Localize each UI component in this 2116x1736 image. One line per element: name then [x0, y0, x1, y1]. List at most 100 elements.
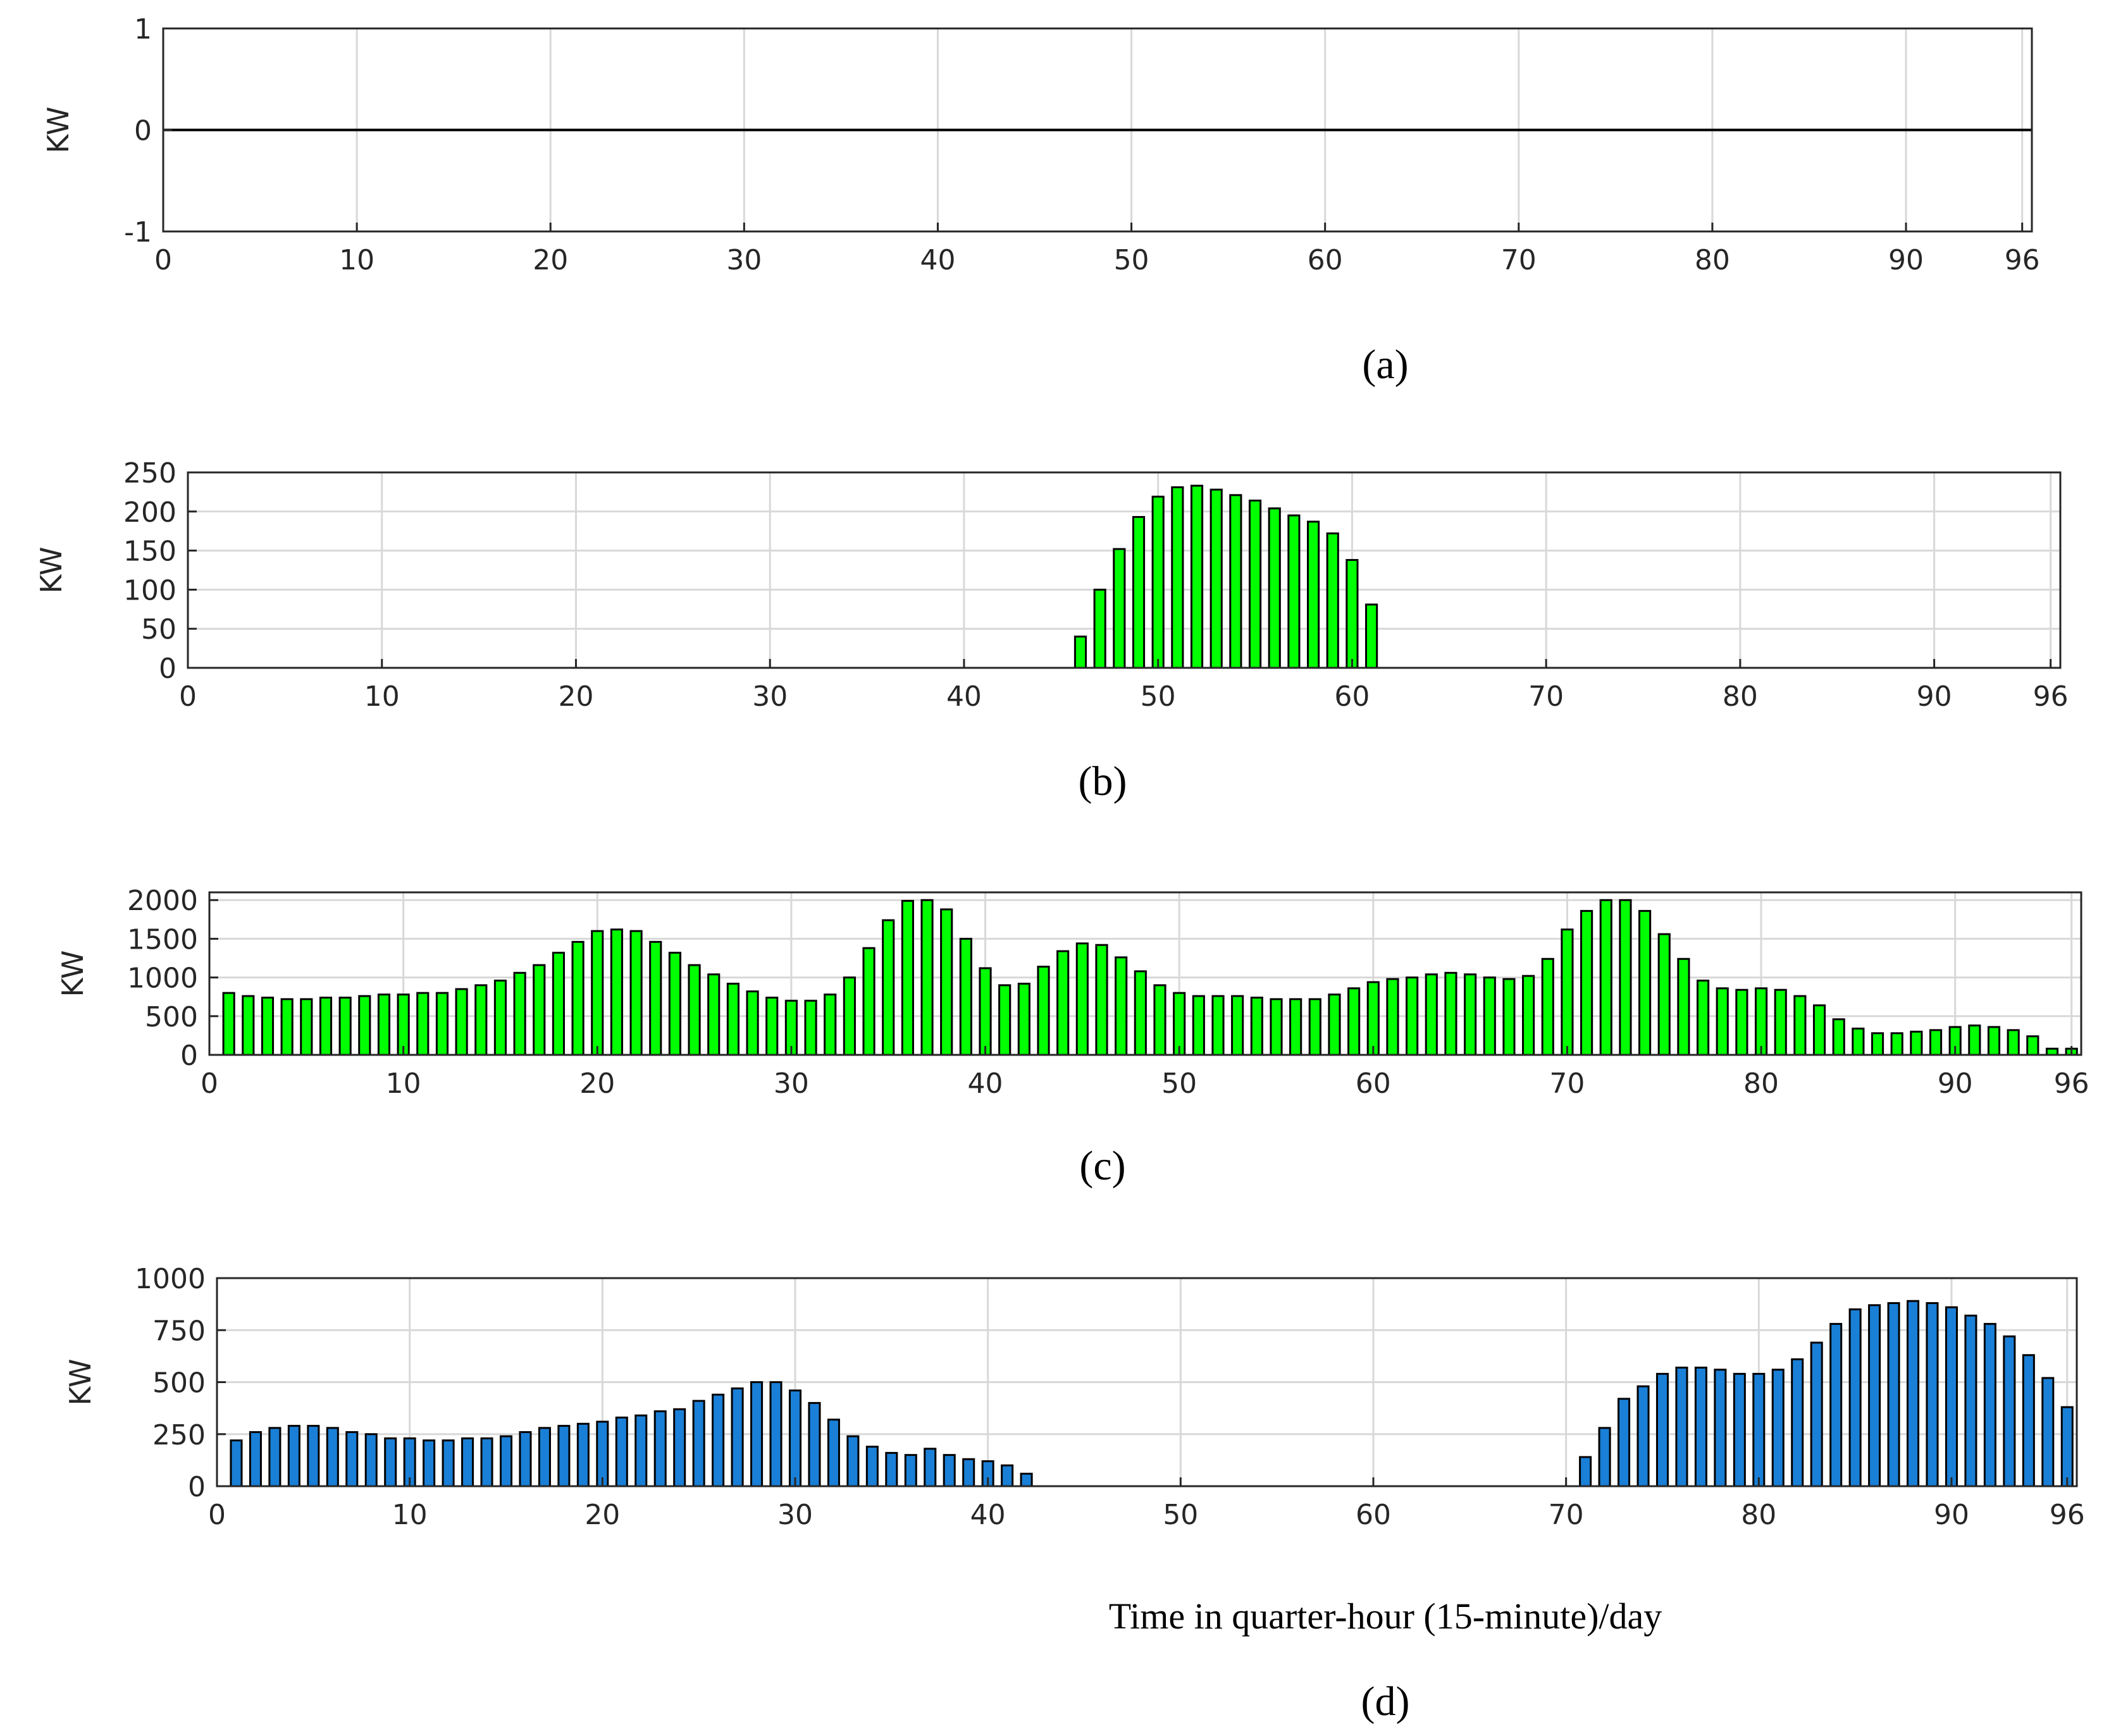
- x-tick-label: 96: [2050, 1499, 2085, 1531]
- bar: [377, 994, 391, 1056]
- bar: [1328, 994, 1341, 1056]
- x-tick-label: 0: [179, 680, 197, 713]
- x-tick-label: 80: [1723, 680, 1758, 713]
- bar: [1095, 944, 1108, 1056]
- x-tick-label: 60: [1356, 1068, 1391, 1100]
- bar: [397, 994, 410, 1056]
- bar: [1425, 973, 1438, 1056]
- bar: [769, 1381, 783, 1487]
- y-axis-label: KW: [41, 106, 75, 153]
- y-tick-label: 0: [180, 1040, 198, 1072]
- bar: [552, 951, 566, 1056]
- x-tick-label: 40: [946, 680, 982, 713]
- x-tick-label: 96: [2033, 680, 2069, 713]
- bar: [280, 998, 294, 1056]
- bar: [1151, 495, 1165, 669]
- x-tick-label: 40: [920, 244, 955, 276]
- bar: [319, 996, 333, 1056]
- bar: [940, 908, 953, 1056]
- bar: [959, 937, 972, 1056]
- bar: [416, 992, 430, 1056]
- bar: [1791, 1358, 1804, 1487]
- bar: [1793, 995, 1807, 1056]
- bar: [668, 951, 682, 1056]
- bar: [493, 980, 507, 1056]
- bar: [423, 1439, 436, 1487]
- bar: [1638, 909, 1652, 1056]
- y-tick-label: 0: [188, 1471, 206, 1503]
- panel-b: 0 10 20 30 40 50 60 70 80 90 96 0 50 100 150 200 250 KW (b…: [34, 457, 2069, 804]
- bar: [1735, 988, 1748, 1056]
- bar: [1406, 976, 1419, 1056]
- bar: [384, 1437, 397, 1487]
- y-tick-label: 250: [152, 1419, 206, 1451]
- y-tick-label: 1000: [135, 1263, 206, 1295]
- bar: [998, 984, 1012, 1056]
- bar: [1716, 987, 1729, 1056]
- bar: [2041, 1377, 2055, 1487]
- bar: [862, 947, 875, 1056]
- y-tick-label: 500: [145, 1001, 198, 1033]
- bar: [287, 1425, 300, 1487]
- bar: [979, 967, 992, 1056]
- x-tick-label: 50: [1161, 1068, 1197, 1100]
- bar: [1655, 1372, 1669, 1487]
- bar: [358, 995, 371, 1056]
- bar: [591, 930, 604, 1056]
- bar: [461, 1437, 474, 1487]
- panel-caption: (a): [1362, 342, 1408, 388]
- x-tick-label: 30: [774, 1068, 809, 1100]
- x-tick-label: 90: [1934, 1499, 1969, 1531]
- bar: [1812, 1004, 1826, 1056]
- bar: [1444, 971, 1457, 1056]
- panel-caption: (d): [1361, 1678, 1410, 1725]
- bar: [1464, 973, 1477, 1056]
- y-tick-label: 750: [152, 1315, 206, 1347]
- bar: [885, 1451, 898, 1487]
- bar: [1017, 982, 1030, 1056]
- bar: [649, 940, 662, 1056]
- bar: [2007, 1029, 2020, 1056]
- bar: [692, 1400, 705, 1487]
- bar: [634, 1414, 648, 1487]
- bar: [1093, 588, 1106, 669]
- y-tick-label: 150: [123, 536, 176, 568]
- bar: [1598, 1427, 1611, 1487]
- bar: [1580, 909, 1593, 1056]
- bar: [1190, 484, 1204, 669]
- x-tick-label: 0: [154, 244, 172, 276]
- bar: [726, 982, 739, 1056]
- bar: [843, 976, 856, 1056]
- bar: [1287, 514, 1301, 669]
- bar: [1056, 950, 1070, 1056]
- y-tick-label: 200: [123, 496, 176, 529]
- bar: [557, 1425, 571, 1487]
- x-tick-label: 70: [1528, 680, 1564, 713]
- bar: [1675, 1366, 1688, 1487]
- bar: [1308, 998, 1321, 1056]
- x-tick-label: 10: [339, 244, 374, 276]
- bar: [1579, 1456, 1592, 1487]
- bar: [1250, 996, 1263, 1056]
- bar: [1192, 995, 1205, 1056]
- bar: [1268, 507, 1281, 669]
- bar: [1887, 1302, 1900, 1487]
- bar: [824, 994, 837, 1056]
- bar: [1926, 1302, 1939, 1487]
- bar: [1229, 494, 1242, 669]
- bar: [1115, 956, 1128, 1056]
- x-tick-label: 50: [1114, 244, 1149, 276]
- bar: [2003, 1335, 2016, 1487]
- x-tick-label: 60: [1334, 680, 1370, 713]
- bar: [1848, 1308, 1862, 1487]
- bar: [519, 1431, 532, 1487]
- x-tick-label: 80: [1695, 244, 1730, 276]
- bar: [920, 899, 934, 1056]
- bar: [364, 1433, 378, 1487]
- bar: [338, 996, 352, 1056]
- bar: [1541, 957, 1554, 1056]
- bar: [1677, 957, 1690, 1056]
- x-tick-label: 0: [208, 1499, 226, 1531]
- bar: [1752, 1372, 1766, 1487]
